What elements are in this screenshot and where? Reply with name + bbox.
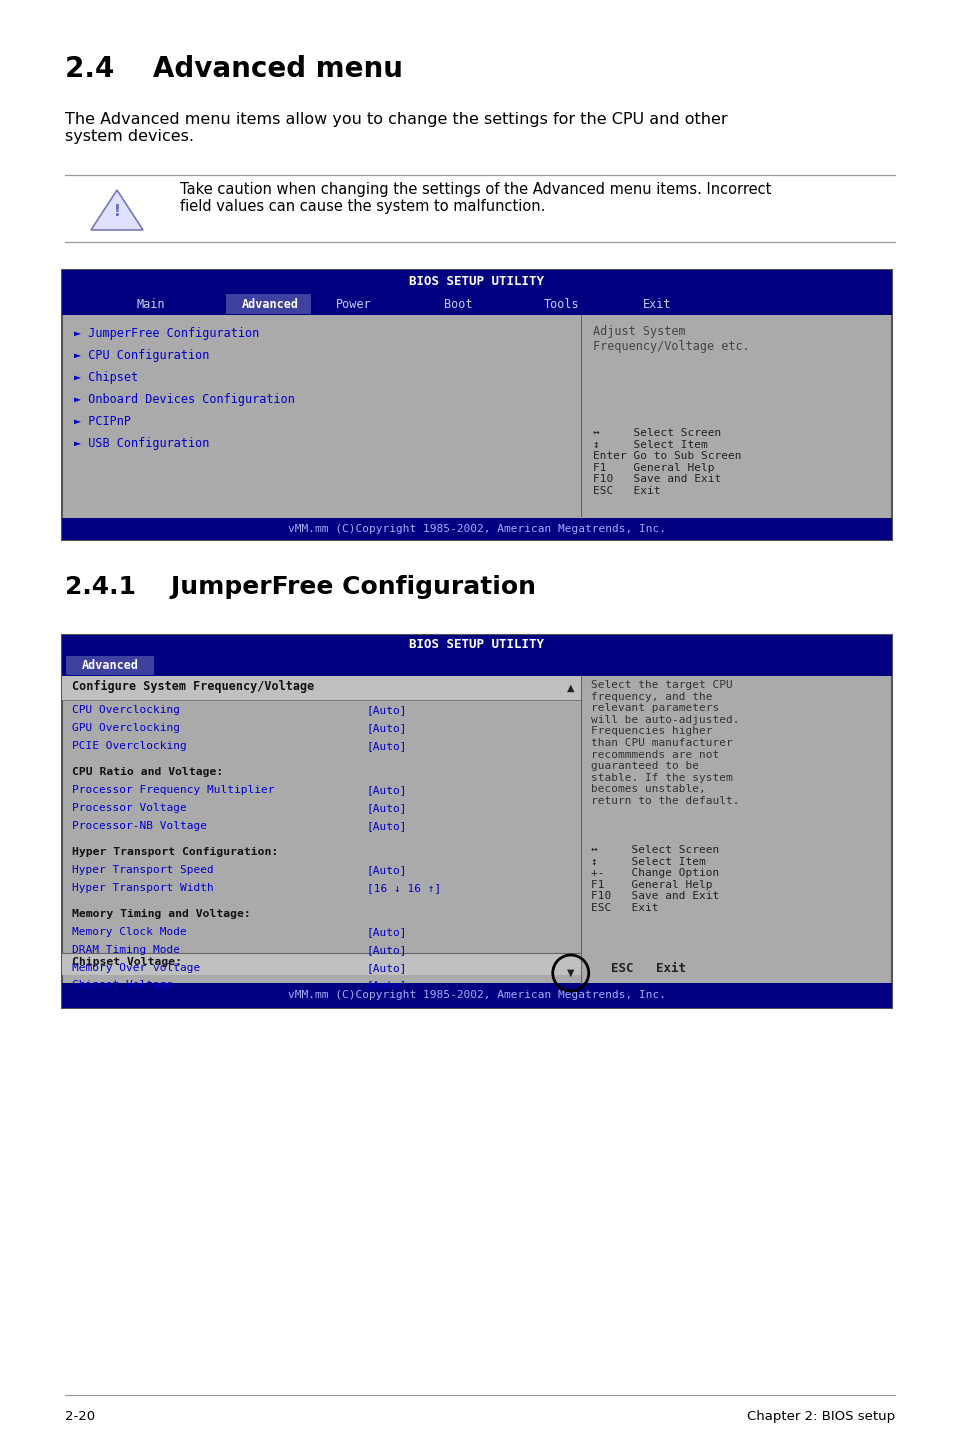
Text: Chipset Voltage: Chipset Voltage	[71, 981, 173, 989]
Text: Adjust System
Frequency/Voltage etc.: Adjust System Frequency/Voltage etc.	[592, 325, 749, 352]
Bar	[62, 953, 580, 975]
Text: !: !	[113, 204, 120, 220]
Text: [16 ↓ 16 ↑]: [16 ↓ 16 ↑]	[367, 883, 441, 893]
Text: ► USB Configuration: ► USB Configuration	[74, 437, 209, 450]
Text: DRAM Timing Mode: DRAM Timing Mode	[71, 945, 180, 955]
Text: The Advanced menu items allow you to change the settings for the CPU and other
s: The Advanced menu items allow you to cha…	[65, 112, 727, 144]
Text: ESC   Exit: ESC Exit	[610, 962, 685, 975]
Text: PCIE Overclocking: PCIE Overclocking	[71, 741, 187, 751]
Text: ► Chipset: ► Chipset	[74, 371, 138, 384]
Text: [Auto]: [Auto]	[367, 821, 407, 831]
Bar	[62, 270, 891, 541]
Text: Chapter 2: BIOS setup: Chapter 2: BIOS setup	[746, 1411, 894, 1424]
Bar	[226, 293, 311, 313]
Text: [Auto]: [Auto]	[367, 785, 407, 795]
Text: Chipset Voltage:: Chipset Voltage:	[71, 958, 182, 966]
Polygon shape	[91, 190, 143, 230]
Text: CPU Ratio and Voltage:: CPU Ratio and Voltage:	[71, 766, 223, 777]
Text: [Auto]: [Auto]	[367, 866, 407, 874]
Text: [Auto]: [Auto]	[367, 963, 407, 974]
Text: Tools: Tools	[543, 298, 578, 311]
Text: Advanced: Advanced	[81, 659, 138, 672]
Text: [Auto]: [Auto]	[367, 928, 407, 938]
Text: Select the target CPU
frequency, and the
relevant parameters
will be auto-adjust: Select the target CPU frequency, and the…	[590, 680, 739, 807]
Text: [Auto]: [Auto]	[367, 723, 407, 733]
Text: Exit: Exit	[642, 298, 671, 311]
Text: Hyper Transport Configuration:: Hyper Transport Configuration:	[71, 847, 278, 857]
Text: [Auto]: [Auto]	[367, 981, 407, 989]
Text: vMM.mm (C)Copyright 1985-2002, American Megatrends, Inc.: vMM.mm (C)Copyright 1985-2002, American …	[288, 523, 665, 533]
Bar	[62, 676, 580, 700]
Bar	[62, 293, 891, 315]
Bar	[62, 636, 891, 654]
Text: Processor-NB Voltage: Processor-NB Voltage	[71, 821, 207, 831]
Bar	[62, 518, 891, 541]
Bar	[62, 270, 891, 293]
Text: 2.4.1    JumperFree Configuration: 2.4.1 JumperFree Configuration	[65, 575, 536, 600]
Text: ▼: ▼	[566, 968, 574, 978]
Text: Memory Over voltage: Memory Over voltage	[71, 963, 200, 974]
Text: BIOS SETUP UTILITY: BIOS SETUP UTILITY	[409, 275, 544, 288]
Text: Memory Timing and Voltage:: Memory Timing and Voltage:	[71, 909, 251, 919]
Text: [Auto]: [Auto]	[367, 945, 407, 955]
Text: [Auto]: [Auto]	[367, 705, 407, 715]
Text: Hyper Transport Speed: Hyper Transport Speed	[71, 866, 213, 874]
Text: Take caution when changing the settings of the Advanced menu items. Incorrect
fi: Take caution when changing the settings …	[180, 183, 771, 214]
Text: Main: Main	[136, 298, 165, 311]
Text: 2-20: 2-20	[65, 1411, 95, 1424]
Text: ► Onboard Devices Configuration: ► Onboard Devices Configuration	[74, 393, 294, 406]
Text: CPU Overclocking: CPU Overclocking	[71, 705, 180, 715]
Text: ► CPU Configuration: ► CPU Configuration	[74, 349, 209, 362]
Text: Memory Clock Mode: Memory Clock Mode	[71, 928, 187, 938]
Text: Boot: Boot	[443, 298, 472, 311]
Text: Processor Frequency Multiplier: Processor Frequency Multiplier	[71, 785, 274, 795]
Text: ▲: ▲	[566, 683, 574, 693]
Text: Power: Power	[335, 298, 371, 311]
Text: [Auto]: [Auto]	[367, 741, 407, 751]
Text: ↔     Select Screen
↕     Select Item
Enter Go to Sub Screen
F1    General Help
: ↔ Select Screen ↕ Select Item Enter Go t…	[592, 429, 740, 496]
Text: vMM.mm (C)Copyright 1985-2002, American Megatrends, Inc.: vMM.mm (C)Copyright 1985-2002, American …	[288, 991, 665, 1001]
Text: ↔     Select Screen
↕     Select Item
+-    Change Option
F1    General Help
F10: ↔ Select Screen ↕ Select Item +- Change …	[590, 846, 719, 913]
Bar	[66, 656, 153, 674]
Bar	[62, 636, 891, 1008]
Text: Hyper Transport Width: Hyper Transport Width	[71, 883, 213, 893]
Text: 2.4    Advanced menu: 2.4 Advanced menu	[65, 55, 402, 83]
Text: BIOS SETUP UTILITY: BIOS SETUP UTILITY	[409, 638, 544, 651]
Text: Advanced: Advanced	[242, 298, 298, 311]
Text: ► JumperFree Configuration: ► JumperFree Configuration	[74, 326, 259, 339]
Text: GPU Overclocking: GPU Overclocking	[71, 723, 180, 733]
Text: Configure System Frequency/Voltage: Configure System Frequency/Voltage	[71, 680, 314, 693]
Text: ► PCIPnP: ► PCIPnP	[74, 416, 131, 429]
Bar	[62, 654, 891, 676]
Text: [Auto]: [Auto]	[367, 802, 407, 812]
Text: Processor Voltage: Processor Voltage	[71, 802, 187, 812]
Bar	[62, 984, 891, 1008]
